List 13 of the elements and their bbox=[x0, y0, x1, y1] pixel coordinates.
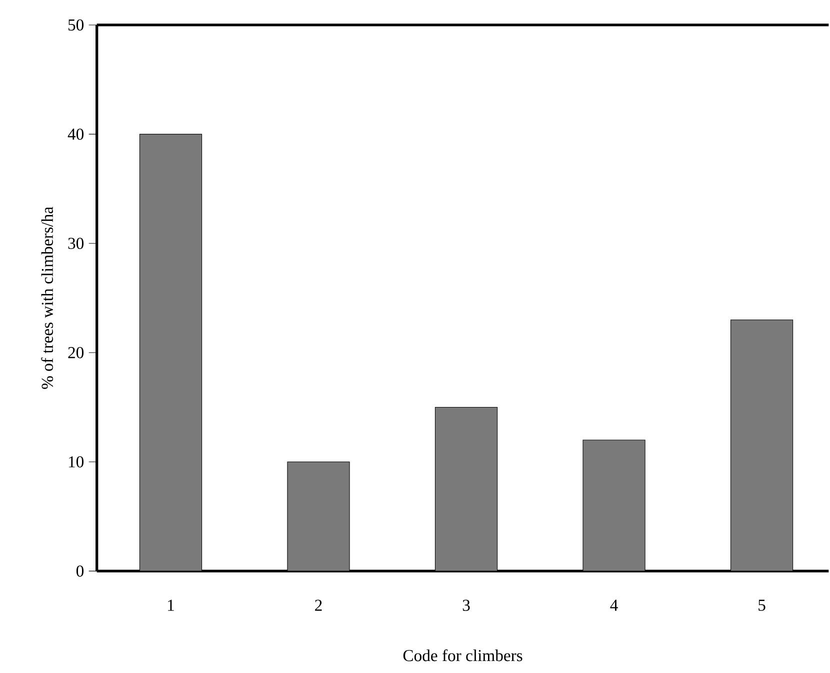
y-axis-title: % of trees with climbers/ha bbox=[41, 206, 54, 389]
y-tick-label: 30 bbox=[68, 238, 84, 250]
y-tick-label: 0 bbox=[76, 566, 84, 577]
y-tick-label: 10 bbox=[68, 456, 84, 468]
x-axis-title: Code for climbers bbox=[403, 649, 522, 662]
x-tick-label: 1 bbox=[168, 600, 174, 611]
x-tick-label: 2 bbox=[315, 600, 322, 611]
x-tick-label: 3 bbox=[462, 600, 470, 611]
y-tick-label: 50 bbox=[68, 19, 84, 31]
y-tick-label: 20 bbox=[68, 347, 84, 358]
x-tick-label: 5 bbox=[758, 600, 766, 611]
x-tick-label: 4 bbox=[610, 600, 618, 611]
y-tick-label: 40 bbox=[68, 128, 84, 140]
